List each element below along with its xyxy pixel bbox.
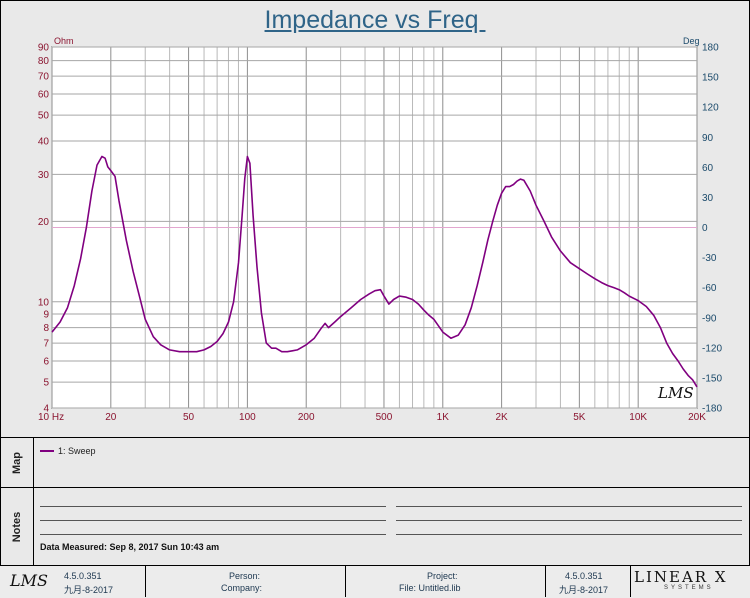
y-left-tick-label: 9 xyxy=(43,309,49,320)
y-right-tick-label: -90 xyxy=(702,313,717,324)
y-left-tick-label: 10 xyxy=(38,297,50,308)
footer-project-cell: Project: File: Untitled.lib xyxy=(345,566,546,597)
y-right-tick-label: 30 xyxy=(702,193,714,204)
chart: 10 Hz 20 50 100 200 500 1K 2K 5K 10K 20K 456789102… xyxy=(38,36,723,423)
y-right-tick-label: 0 xyxy=(702,223,708,234)
notes-tab-label: Notes xyxy=(10,511,23,543)
company-label: Company: xyxy=(221,583,263,593)
y-right-tick-label: 180 xyxy=(702,43,719,54)
series-line-sweep xyxy=(51,155,698,388)
y-right-tick-label: 60 xyxy=(702,163,714,174)
footer-version-left: 4.5.0.351 xyxy=(64,571,102,581)
x-tick-label: 20K xyxy=(688,412,706,423)
x-tick-label: 500 xyxy=(376,412,393,423)
y-right-tick-label: -150 xyxy=(702,373,722,384)
y-right-tick-label: -60 xyxy=(702,283,717,294)
file-label: File: Untitled.lib xyxy=(399,583,461,593)
legend-label: 1: Sweep xyxy=(58,446,96,456)
note-line[interactable] xyxy=(40,534,386,535)
note-line[interactable] xyxy=(40,506,386,507)
x-tick-label: 10 Hz xyxy=(38,412,64,423)
grid xyxy=(51,46,698,409)
footer-date-right: 九月-8-2017 xyxy=(559,585,609,595)
x-tick-label: 200 xyxy=(298,412,315,423)
y-left-tick-label: 4 xyxy=(43,404,49,415)
y-left-tick-label: 6 xyxy=(43,356,49,367)
x-tick-label: 10K xyxy=(629,412,647,423)
right-axis-unit: Deg xyxy=(683,36,700,46)
legend-entry[interactable]: 1: Sweep xyxy=(40,446,96,456)
y-left-tick-label: 80 xyxy=(38,56,50,67)
y-right-tick-label: -180 xyxy=(702,404,722,415)
notes-tab[interactable]: Notes xyxy=(0,488,34,566)
y-left-tick-label: 20 xyxy=(38,217,50,228)
y-left-tick-labels: 4 5 6 7 8 910 20 30 40 50 60 70 80 90 xyxy=(38,43,50,415)
person-label: Person: xyxy=(229,571,261,581)
note-line[interactable] xyxy=(396,534,742,535)
map-panel: Map 1: Sweep xyxy=(0,437,750,488)
notes-panel: Notes Data Measured: Sep 8, 2017 Sun 10:… xyxy=(0,487,750,566)
linearx-logo: LINEAR X xyxy=(634,568,728,586)
y-left-tick-label: 50 xyxy=(38,111,50,122)
y-left-tick-label: 30 xyxy=(38,170,50,181)
series-group xyxy=(51,155,698,388)
footer-logo-cell: LMS 4.5.0.351 九月-8-2017 xyxy=(0,566,146,597)
footer-version-cell: 4.5.0.351 九月-8-2017 xyxy=(545,566,631,597)
footer-version-right: 4.5.0.351 xyxy=(565,571,603,581)
footer-person-cell: Person: Company: xyxy=(145,566,346,597)
y-right-tick-label: 150 xyxy=(702,73,719,84)
linearx-logo-sub: SYSTEMS xyxy=(664,585,714,591)
map-tab[interactable]: Map xyxy=(0,438,34,488)
x-tick-label: 2K xyxy=(495,412,508,423)
y-left-tick-label: 40 xyxy=(38,137,50,148)
note-line[interactable] xyxy=(396,506,742,507)
chart-title: Impedance vs Freq xyxy=(264,6,486,34)
footer-date-left: 九月-8-2017 xyxy=(64,585,114,595)
y-right-tick-label: 90 xyxy=(702,133,714,144)
x-tick-labels: 10 Hz 20 50 100 200 500 1K 2K 5K 10K 20K xyxy=(38,412,706,423)
y-right-tick-label: 120 xyxy=(702,103,719,114)
legend-swatch xyxy=(40,450,54,452)
x-tick-label: 50 xyxy=(183,412,195,423)
left-axis-unit: Ohm xyxy=(54,36,74,46)
y-right-tick-label: -30 xyxy=(702,253,717,264)
y-right-tick-labels: -180 -150 -120 -90 -60 -30 0 30 60 90 120 150 180 xyxy=(702,43,722,415)
y-right-tick-label: -120 xyxy=(702,343,722,354)
x-tick-label: 5K xyxy=(573,412,586,423)
y-left-tick-label: 60 xyxy=(38,90,50,101)
y-left-tick-label: 5 xyxy=(43,378,49,389)
y-left-tick-label: 7 xyxy=(43,339,49,350)
y-left-tick-label: 90 xyxy=(38,43,50,54)
y-left-tick-label: 70 xyxy=(38,72,50,83)
data-measured: Data Measured: Sep 8, 2017 Sun 10:43 am xyxy=(40,542,220,552)
note-line[interactable] xyxy=(40,520,386,521)
x-tick-label: 1K xyxy=(437,412,450,423)
footer: LMS 4.5.0.351 九月-8-2017 Person: Company:… xyxy=(0,565,750,598)
lms-logo: LMS xyxy=(10,571,48,590)
y-left-tick-label: 8 xyxy=(43,323,49,334)
map-tab-label: Map xyxy=(10,452,23,474)
x-tick-label: 100 xyxy=(239,412,256,423)
x-tick-label: 20 xyxy=(105,412,117,423)
note-line[interactable] xyxy=(396,520,742,521)
project-label: Project: xyxy=(427,571,458,581)
watermark-logo: LMS xyxy=(657,384,694,402)
